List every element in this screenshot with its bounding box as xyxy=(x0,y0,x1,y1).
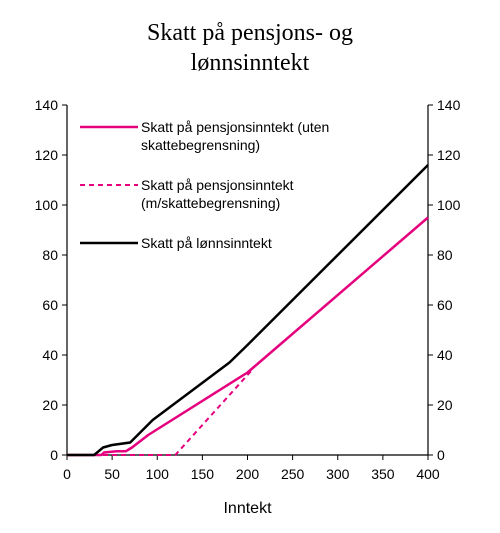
y-tick-label-right: 20 xyxy=(437,397,453,413)
y-tick-label-right: 100 xyxy=(437,197,461,213)
y-tick-label-left: 0 xyxy=(50,447,58,463)
y-tick-label-left: 100 xyxy=(35,197,59,213)
series-line-3 xyxy=(67,164,429,457)
y-tick-label-right: 60 xyxy=(437,297,453,313)
y-tick-label-left: 80 xyxy=(42,247,58,263)
y-tick-label-right: 120 xyxy=(437,147,461,163)
y-tick-label-right: 40 xyxy=(437,347,453,363)
y-tick-label-left: 140 xyxy=(35,97,59,113)
x-tick-label: 250 xyxy=(281,466,305,482)
legend-label-3: Skatt på lønnsinntekt xyxy=(141,235,272,251)
x-tick-label: 300 xyxy=(326,466,350,482)
legend-label-2: Skatt på pensjonsinntekt xyxy=(141,177,294,193)
x-axis-label: Inntekt xyxy=(223,500,272,517)
legend-label-2: (m/skattebegrensning) xyxy=(141,195,280,211)
x-tick-label: 100 xyxy=(146,466,170,482)
y-tick-label-left: 20 xyxy=(42,397,58,413)
y-tick-label-left: 40 xyxy=(42,347,58,363)
chart-title-line-2: lønnsinntekt xyxy=(190,50,310,76)
series-line-1 xyxy=(67,216,429,457)
x-tick-label: 50 xyxy=(104,466,120,482)
x-tick-label: 150 xyxy=(191,466,215,482)
x-tick-label: 0 xyxy=(63,466,71,482)
y-tick-label-left: 60 xyxy=(42,297,58,313)
series-line-2 xyxy=(67,369,253,456)
legend-label-1: skattebegrensning) xyxy=(141,137,260,153)
x-tick-label: 350 xyxy=(371,466,395,482)
chart-title: Skatt på pensjons- og lønnsinntekt xyxy=(0,18,500,78)
y-tick-label-right: 0 xyxy=(437,447,445,463)
y-tick-label-left: 120 xyxy=(35,147,59,163)
chart-title-line-1: Skatt på pensjons- og xyxy=(147,20,353,46)
y-tick-label-right: 80 xyxy=(437,247,453,263)
y-tick-label-right: 140 xyxy=(437,97,461,113)
x-tick-label: 400 xyxy=(416,466,440,482)
legend-label-1: Skatt på pensjonsinntekt (uten xyxy=(141,119,329,135)
x-tick-label: 200 xyxy=(236,466,260,482)
